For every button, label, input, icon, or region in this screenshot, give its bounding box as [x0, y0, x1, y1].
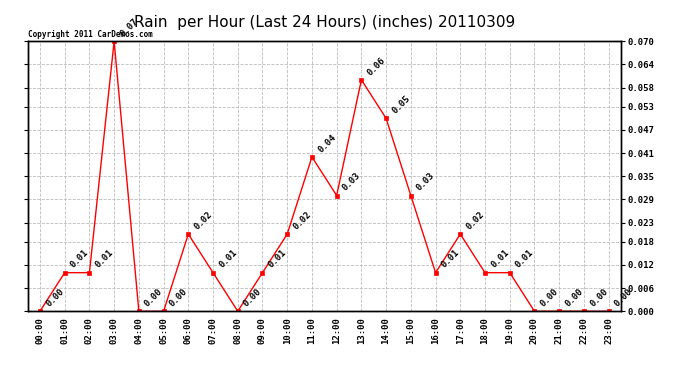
- Text: 0.04: 0.04: [316, 133, 337, 154]
- Text: 0.00: 0.00: [613, 287, 634, 309]
- Text: 0.00: 0.00: [242, 287, 264, 309]
- Text: 0.05: 0.05: [391, 94, 412, 116]
- Text: 0.02: 0.02: [193, 210, 214, 231]
- Text: 0.03: 0.03: [415, 171, 437, 193]
- Text: 0.01: 0.01: [94, 248, 115, 270]
- Text: 0.00: 0.00: [588, 287, 610, 309]
- Text: Copyright 2011 CarDemos.com: Copyright 2011 CarDemos.com: [28, 30, 152, 39]
- Text: 0.00: 0.00: [563, 287, 585, 309]
- Text: 0.02: 0.02: [464, 210, 486, 231]
- Text: 0.01: 0.01: [266, 248, 288, 270]
- Text: 0.03: 0.03: [341, 171, 362, 193]
- Text: 0.01: 0.01: [440, 248, 462, 270]
- Text: 0.00: 0.00: [143, 287, 165, 309]
- Text: 0.02: 0.02: [291, 210, 313, 231]
- Text: 0.01: 0.01: [217, 248, 239, 270]
- Text: 0.00: 0.00: [168, 287, 189, 309]
- Text: 0.06: 0.06: [366, 56, 387, 77]
- Text: 0.01: 0.01: [514, 248, 535, 270]
- Text: 0.07: 0.07: [118, 17, 140, 39]
- Text: 0.00: 0.00: [539, 287, 560, 309]
- Text: 0.01: 0.01: [489, 248, 511, 270]
- Text: Rain  per Hour (Last 24 Hours) (inches) 20110309: Rain per Hour (Last 24 Hours) (inches) 2…: [134, 15, 515, 30]
- Text: 0.00: 0.00: [44, 287, 66, 309]
- Text: 0.01: 0.01: [69, 248, 90, 270]
